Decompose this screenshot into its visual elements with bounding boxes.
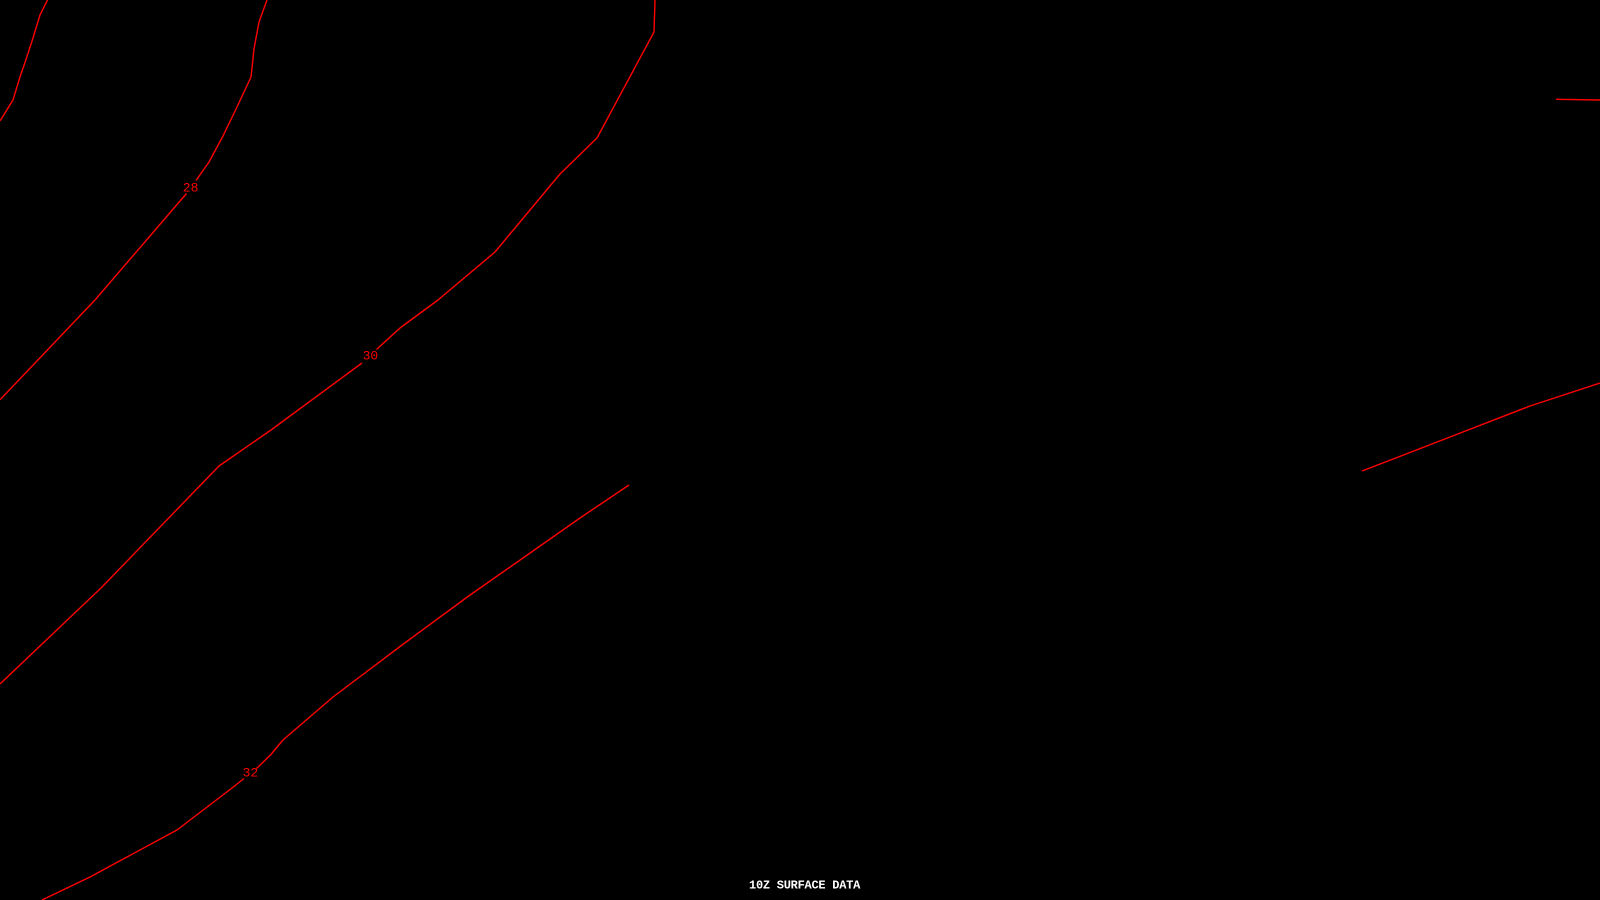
svg-text:30: 30 xyxy=(363,348,379,363)
svg-text:32: 32 xyxy=(243,765,259,780)
svg-text:10Z SURFACE DATA: 10Z SURFACE DATA xyxy=(749,878,861,892)
svg-text:28: 28 xyxy=(183,180,199,195)
